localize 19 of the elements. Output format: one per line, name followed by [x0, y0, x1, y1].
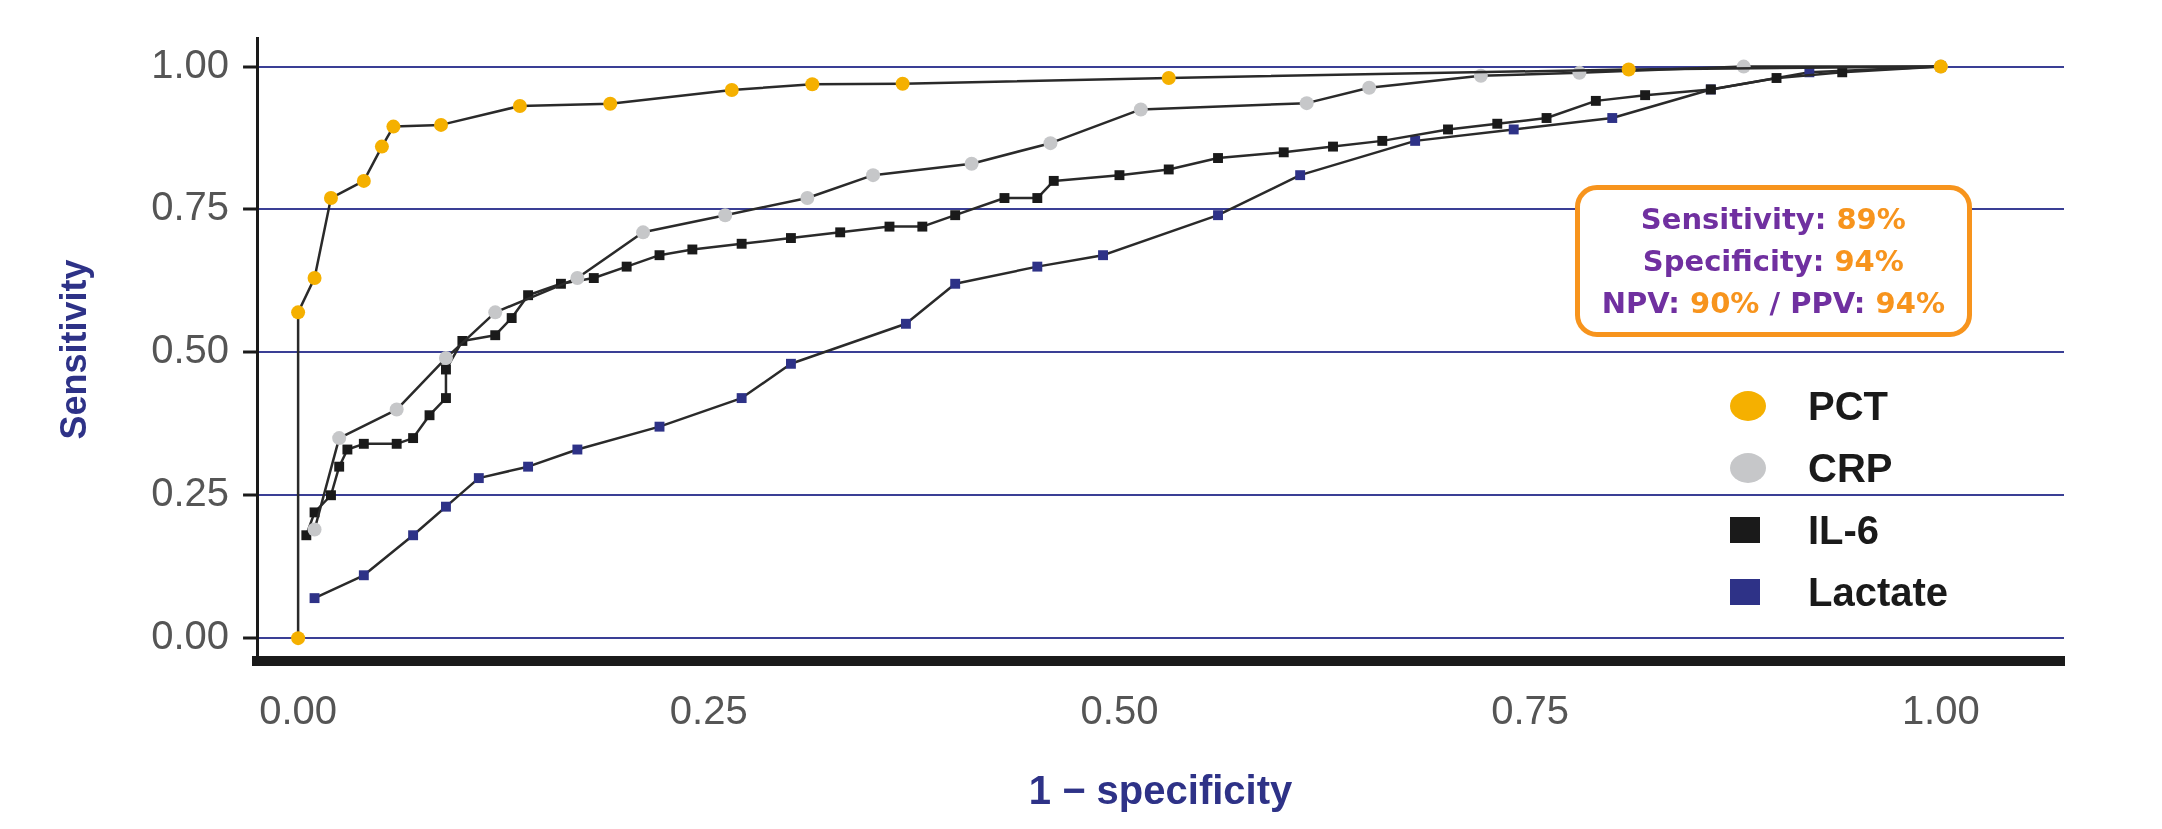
- x-tick-label: 0.00: [259, 688, 338, 733]
- y-tick-label: 0.25: [151, 470, 230, 515]
- legend-label: Lactate: [1808, 569, 1949, 615]
- legend-label: IL-6: [1808, 507, 1880, 553]
- x-tick-label: 0.75: [1491, 688, 1570, 733]
- x-tick-label: 0.50: [1080, 688, 1159, 733]
- legend-label: CRP: [1808, 445, 1893, 491]
- y-tick-label: 1.00: [151, 41, 230, 86]
- y-tick-label: 0.00: [151, 613, 230, 658]
- annotation: NPV: 90% / PPV: 94%: [1601, 286, 1945, 320]
- legend-label: PCT: [1808, 383, 1888, 429]
- y-tick-label: 0.75: [151, 184, 230, 229]
- annotation: Specificity: 94%: [1642, 244, 1904, 278]
- x-tick-label: 0.25: [669, 688, 748, 733]
- x-tick-label: 1.00: [1901, 688, 1980, 733]
- y-tick-label: 0.50: [151, 327, 230, 372]
- y-axis-title: Sensitivity: [52, 259, 94, 440]
- annotation: Sensitivity: 89%: [1640, 202, 1906, 236]
- x-axis-title: 1 − specificity: [1028, 768, 1294, 813]
